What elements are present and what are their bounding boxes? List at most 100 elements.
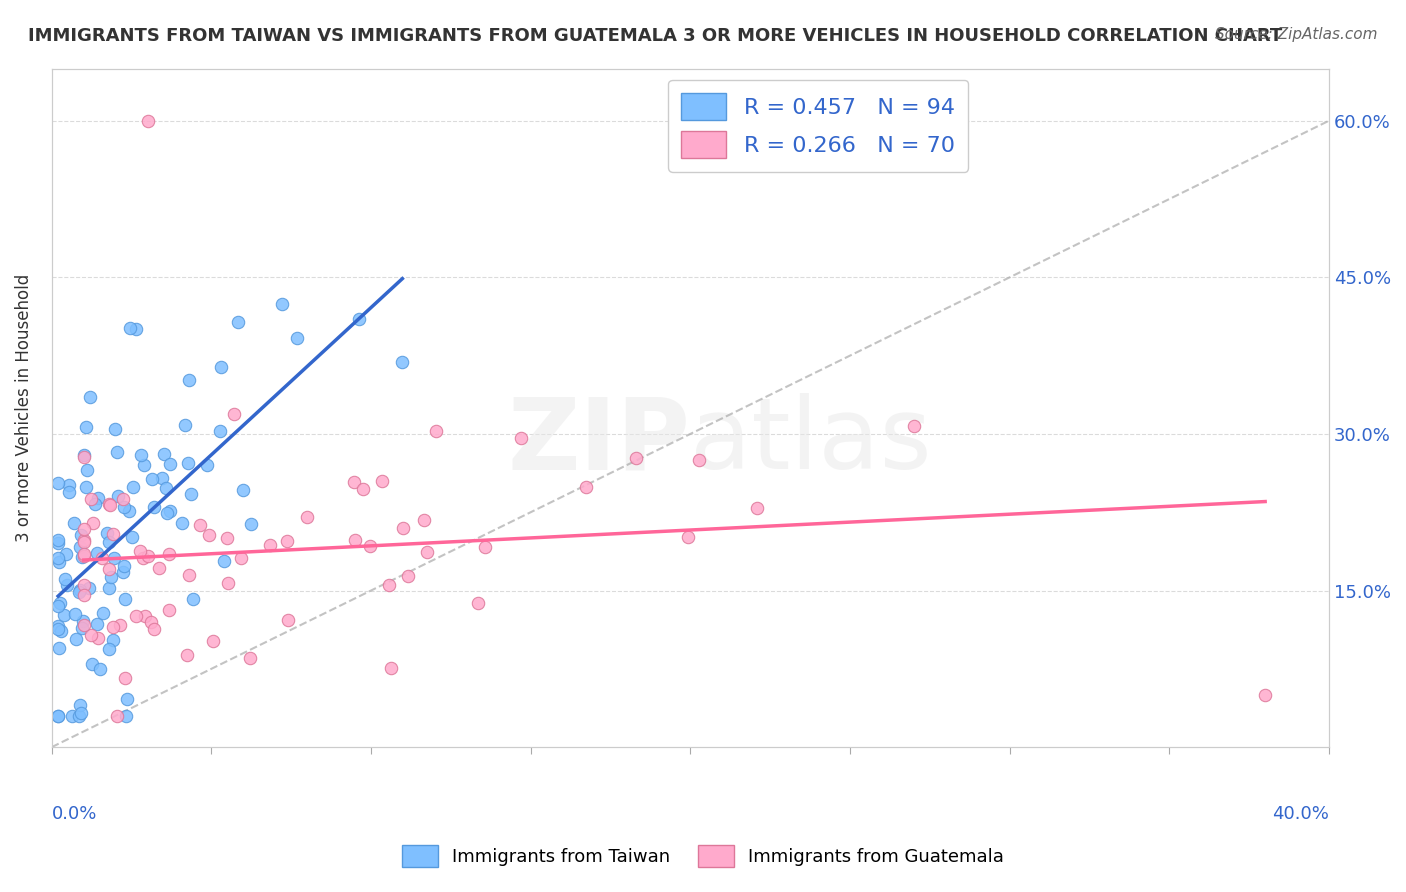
Point [70, 621, 93, 635]
Point [73, 578, 96, 592]
Point [101, 633, 124, 648]
Point [73, 535, 96, 549]
Point [676, 530, 699, 544]
Point [120, 321, 142, 335]
Point [177, 567, 200, 582]
Point [63, 607, 86, 621]
Point [425, 424, 447, 438]
Point [69, 582, 91, 597]
Point [745, 501, 768, 516]
Point [111, 491, 134, 506]
Point [136, 113, 159, 128]
Point [150, 471, 173, 485]
Point [276, 534, 298, 549]
Point [285, 331, 308, 345]
Point [575, 480, 598, 494]
Point [117, 692, 139, 706]
Point [413, 513, 436, 527]
Point [509, 431, 531, 445]
Point [53, 608, 76, 623]
Point [86, 631, 108, 645]
Point [105, 708, 128, 723]
Point [104, 422, 127, 436]
Point [277, 613, 299, 627]
Point [343, 475, 366, 489]
Point [75, 420, 97, 434]
Point [80, 628, 103, 642]
Point [157, 602, 180, 616]
Point [105, 445, 128, 459]
Point [134, 608, 156, 623]
Point [55, 578, 77, 592]
Point [73, 450, 96, 465]
Point [624, 451, 647, 466]
Point [46, 622, 69, 636]
Point [188, 518, 211, 533]
Point [195, 458, 218, 472]
Point [107, 489, 129, 503]
Point [181, 592, 204, 607]
Point [159, 457, 181, 471]
Point [156, 506, 179, 520]
Point [259, 538, 281, 552]
Text: Source: ZipAtlas.com: Source: ZipAtlas.com [1215, 27, 1378, 42]
Point [180, 487, 202, 501]
Point [60, 708, 83, 723]
Point [108, 617, 131, 632]
Point [80, 492, 103, 507]
Point [111, 565, 134, 579]
Y-axis label: 3 or more Vehicles in Household: 3 or more Vehicles in Household [15, 274, 32, 542]
Point [349, 311, 371, 326]
Point [239, 651, 262, 665]
Point [53, 572, 76, 586]
Point [157, 547, 180, 561]
Point [132, 458, 155, 472]
Point [80, 657, 103, 672]
Point [46, 708, 69, 723]
Text: 40.0%: 40.0% [1272, 805, 1329, 822]
Point [129, 448, 152, 462]
Point [215, 531, 238, 545]
Point [70, 528, 93, 542]
Point [148, 560, 170, 574]
Point [343, 533, 366, 548]
Point [65, 632, 87, 647]
Point [224, 407, 246, 421]
Point [83, 497, 105, 511]
Point [903, 418, 925, 433]
Point [79, 390, 101, 404]
Point [73, 522, 96, 536]
Point [359, 539, 381, 553]
Point [97, 562, 120, 576]
Text: ZIP: ZIP [508, 393, 690, 491]
Point [117, 504, 139, 518]
Point [159, 504, 181, 518]
Text: IMMIGRANTS FROM TAIWAN VS IMMIGRANTS FROM GUATEMALA 3 OR MORE VEHICLES IN HOUSEH: IMMIGRANTS FROM TAIWAN VS IMMIGRANTS FRO… [28, 27, 1282, 45]
Point [378, 578, 401, 592]
Point [103, 620, 125, 634]
Point [58, 485, 80, 500]
Point [98, 534, 121, 549]
Point [98, 499, 121, 513]
Point [142, 622, 165, 636]
Point [48, 555, 70, 569]
Point [63, 516, 86, 531]
Point [177, 456, 200, 470]
Point [86, 616, 108, 631]
Point [91, 606, 114, 620]
Point [46, 619, 69, 633]
Point [153, 447, 176, 461]
Point [131, 550, 153, 565]
Point [172, 516, 194, 530]
Point [138, 549, 160, 563]
Point [232, 483, 254, 497]
Point [73, 448, 96, 462]
Point [295, 510, 318, 524]
Point [202, 634, 225, 648]
Point [392, 521, 415, 535]
Point [69, 698, 91, 713]
Point [48, 536, 70, 550]
Point [124, 322, 146, 336]
Point [209, 360, 232, 375]
Point [271, 297, 294, 311]
